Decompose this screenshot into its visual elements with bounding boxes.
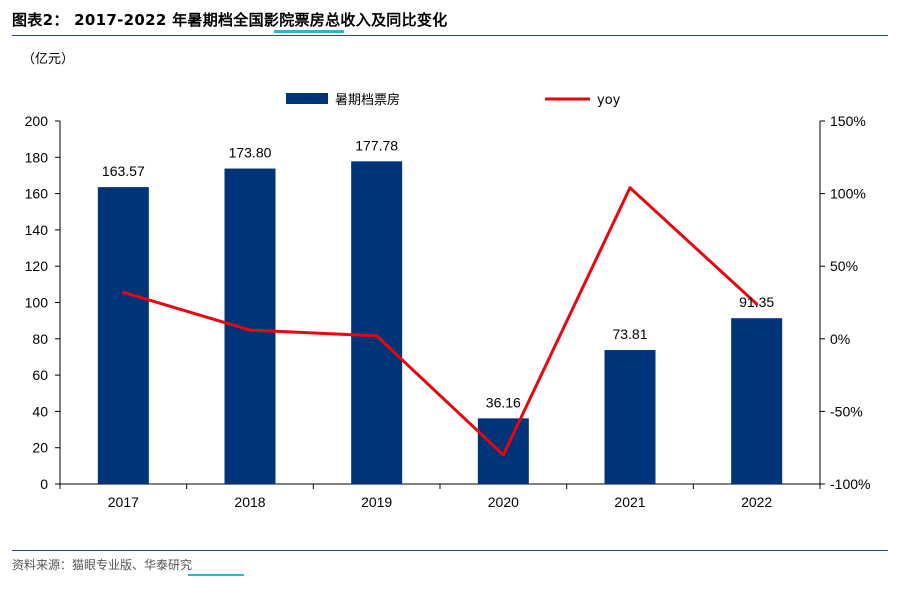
- bar: [731, 318, 783, 484]
- line-series: [121, 186, 759, 457]
- yoy-point: [755, 302, 759, 306]
- x-tick-label: 2022: [741, 494, 772, 510]
- yoy-point: [121, 290, 125, 294]
- bar: [477, 418, 529, 484]
- bottom-rule: [12, 550, 888, 551]
- source-accent-bar: [188, 574, 244, 576]
- left-tick-label: 60: [32, 367, 48, 383]
- left-tick-label: 200: [25, 113, 49, 129]
- bar-value-label: 91.35: [739, 294, 774, 310]
- data-labels: 163.57 173.80 177.78 36.16 73.81 91.35: [102, 137, 774, 410]
- legend-swatch-bar: [286, 93, 328, 104]
- x-tick-label: 2019: [361, 494, 392, 510]
- top-rule: [12, 35, 888, 36]
- bar-series: [97, 161, 783, 485]
- bar: [351, 161, 403, 485]
- left-tick-label: 80: [32, 331, 48, 347]
- x-tick-label: 2017: [108, 494, 139, 510]
- x-tick-label: 2020: [488, 494, 519, 510]
- left-tick-label: 180: [25, 149, 49, 165]
- x-tick-label: 2018: [234, 494, 265, 510]
- left-tick-label: 140: [25, 222, 49, 238]
- bar-value-label: 177.78: [355, 137, 398, 153]
- right-tick-label: -100%: [830, 476, 870, 492]
- unit-label: （亿元）: [22, 52, 75, 67]
- right-tick-label: 50%: [830, 258, 858, 274]
- yoy-point: [375, 334, 379, 338]
- left-tick-label: 20: [32, 440, 48, 456]
- right-tick-label: 0%: [830, 331, 850, 347]
- yoy-point: [248, 328, 252, 332]
- right-tick-label: 150%: [830, 113, 866, 129]
- left-tick-label: 120: [25, 258, 49, 274]
- figure-header: 图表2： 2017-2022 年暑期档全国影院票房总收入及同比变化: [12, 8, 888, 32]
- x-tick-label: 2021: [614, 494, 645, 510]
- left-tick-label: 40: [32, 403, 48, 419]
- bar: [97, 187, 149, 484]
- legend-label-bar: 暑期档票房: [335, 92, 400, 108]
- left-tick-label: 160: [25, 186, 49, 202]
- figure-title: 图表2： 2017-2022 年暑期档全国影院票房总收入及同比变化: [12, 11, 448, 29]
- yoy-point: [501, 453, 505, 457]
- bar-value-label: 163.57: [102, 163, 145, 179]
- right-tick-label: -50%: [830, 403, 863, 419]
- bar-value-label: 36.16: [486, 394, 521, 410]
- bar-value-label: 73.81: [612, 326, 647, 342]
- axes: 0 20 40 60 80 100 120 140 160 180 200 -100% -50% 0% 50…: [25, 113, 871, 510]
- bar-value-label: 173.80: [229, 145, 272, 161]
- title-accent-bar: [274, 30, 344, 33]
- left-tick-label: 100: [25, 295, 49, 311]
- right-tick-label: 100%: [830, 186, 866, 202]
- legend-label-line: yoy: [597, 93, 621, 108]
- yoy-point: [628, 186, 632, 190]
- yoy-line: [122, 186, 758, 457]
- left-tick-label: 0: [40, 476, 48, 492]
- bar: [604, 350, 656, 484]
- source-note: 资料来源：猫眼专业版、华泰研究: [12, 558, 193, 572]
- legend: 暑期档票房 yoy: [286, 92, 621, 108]
